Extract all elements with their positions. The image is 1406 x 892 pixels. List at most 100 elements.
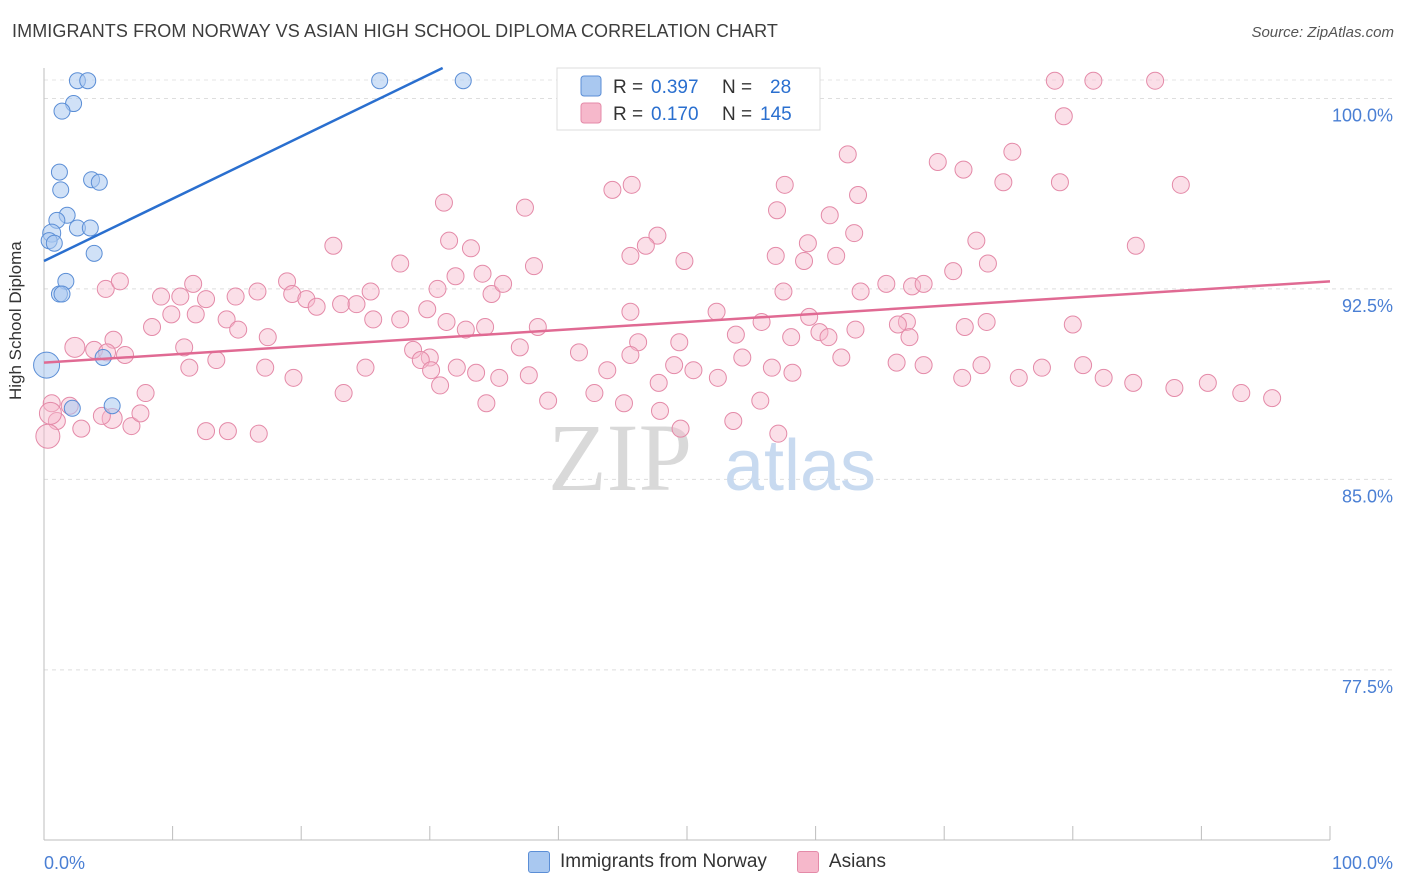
legend-item-norway[interactable]: Immigrants from Norway xyxy=(528,851,767,873)
asian-point xyxy=(297,290,316,309)
asian-point xyxy=(670,333,689,352)
asian-point xyxy=(603,180,622,199)
stats-legend: R = 0.397 N = 28 R = 0.170 N = 145 xyxy=(556,67,821,131)
asian-point xyxy=(684,361,703,380)
norway-point xyxy=(33,351,61,379)
x-tick-label: 0.0% xyxy=(44,853,85,873)
asian-legend-swatch xyxy=(580,102,602,124)
legend-swatch-asians xyxy=(796,851,819,873)
asian-point xyxy=(1198,373,1217,392)
asian-point xyxy=(614,394,633,413)
asian-point xyxy=(437,312,456,331)
asian-point xyxy=(186,305,205,324)
trend-lines xyxy=(43,66,1331,364)
asian-point xyxy=(332,295,351,314)
asian-point xyxy=(888,315,907,334)
asian-point xyxy=(1094,368,1113,387)
norway-point xyxy=(53,102,71,120)
asian-point xyxy=(636,236,655,255)
legend-item-asians[interactable]: Asians xyxy=(796,851,886,873)
asian-r-label: R = xyxy=(613,104,643,125)
norway-point xyxy=(454,72,472,90)
asian-point xyxy=(775,175,794,194)
asian-point xyxy=(307,297,326,316)
asian-point xyxy=(953,368,972,387)
asian-point xyxy=(456,320,475,339)
asian-point xyxy=(284,368,303,387)
asian-point xyxy=(782,328,801,347)
asian-point xyxy=(226,287,245,306)
norway-r-value: 0.397 xyxy=(651,77,699,98)
asian-point xyxy=(1009,368,1028,387)
asian-point xyxy=(461,239,480,258)
axes xyxy=(43,68,1331,841)
asian-point xyxy=(391,310,410,329)
norway-r-label: R = xyxy=(613,77,643,98)
asian-point xyxy=(877,274,896,293)
norway-point xyxy=(81,219,99,237)
asian-point xyxy=(324,236,343,255)
asian-point xyxy=(476,318,495,337)
tick-labels: 100.0% 92.5% 85.0% 77.5% 0.0% 100.0% xyxy=(44,105,1393,873)
asian-point xyxy=(851,282,870,301)
asian-point xyxy=(258,328,277,347)
asian-point xyxy=(795,252,814,270)
asian-point xyxy=(418,300,437,319)
asian-point xyxy=(515,198,534,217)
asian-point xyxy=(217,310,236,329)
asian-point xyxy=(64,336,86,358)
asian-point xyxy=(820,206,839,225)
asian-point xyxy=(621,302,640,321)
asian-point xyxy=(490,368,509,387)
y-tick-label: 92.5% xyxy=(1342,296,1393,316)
asian-point xyxy=(152,287,171,306)
asian-points xyxy=(35,71,1282,449)
asian-point xyxy=(446,267,465,286)
asian-point xyxy=(774,282,793,301)
asian-point xyxy=(1063,315,1082,334)
legend-label-norway: Immigrants from Norway xyxy=(560,851,767,872)
asian-point xyxy=(1126,236,1145,255)
asian-point xyxy=(648,226,667,245)
asian-point xyxy=(447,358,466,377)
y-tick-label: 100.0% xyxy=(1332,105,1393,125)
asian-n-label: N = xyxy=(722,104,752,125)
asian-point xyxy=(762,358,781,377)
chart-title: IMMIGRANTS FROM NORWAY VS ASIAN HIGH SCH… xyxy=(12,21,779,41)
asian-point xyxy=(72,419,91,438)
asian-point xyxy=(800,307,819,326)
asian-point xyxy=(832,348,851,367)
norway-point xyxy=(50,163,68,181)
asian-point xyxy=(783,363,802,382)
source-label: Source: ZipAtlas.com xyxy=(1251,24,1394,41)
norway-point xyxy=(52,181,70,199)
asian-point xyxy=(838,145,857,164)
asian-point xyxy=(431,376,450,395)
asian-n-value: 145 xyxy=(760,104,792,125)
norway-trend-line xyxy=(43,66,444,263)
asian-point xyxy=(1263,389,1282,408)
norway-point xyxy=(63,399,81,417)
asian-point xyxy=(621,246,640,265)
asian-point xyxy=(887,353,906,372)
asian-point xyxy=(539,391,558,410)
norway-legend-swatch xyxy=(580,75,602,97)
watermark-zip: ZIP xyxy=(548,404,692,511)
asian-point xyxy=(724,411,743,430)
asian-point xyxy=(162,305,181,324)
asian-point xyxy=(1171,175,1190,194)
asian-point xyxy=(978,254,997,273)
asian-point xyxy=(180,358,199,377)
asian-point xyxy=(914,274,933,293)
asian-point xyxy=(334,384,353,403)
legend-label-asians: Asians xyxy=(828,851,886,872)
asian-point xyxy=(972,356,991,375)
norway-n-value: 28 xyxy=(770,77,791,98)
asian-point xyxy=(845,224,864,243)
asian-point xyxy=(131,404,150,423)
asian-point xyxy=(849,185,868,204)
asian-point xyxy=(768,201,787,220)
asian-point xyxy=(218,422,237,441)
asian-point xyxy=(914,356,933,375)
